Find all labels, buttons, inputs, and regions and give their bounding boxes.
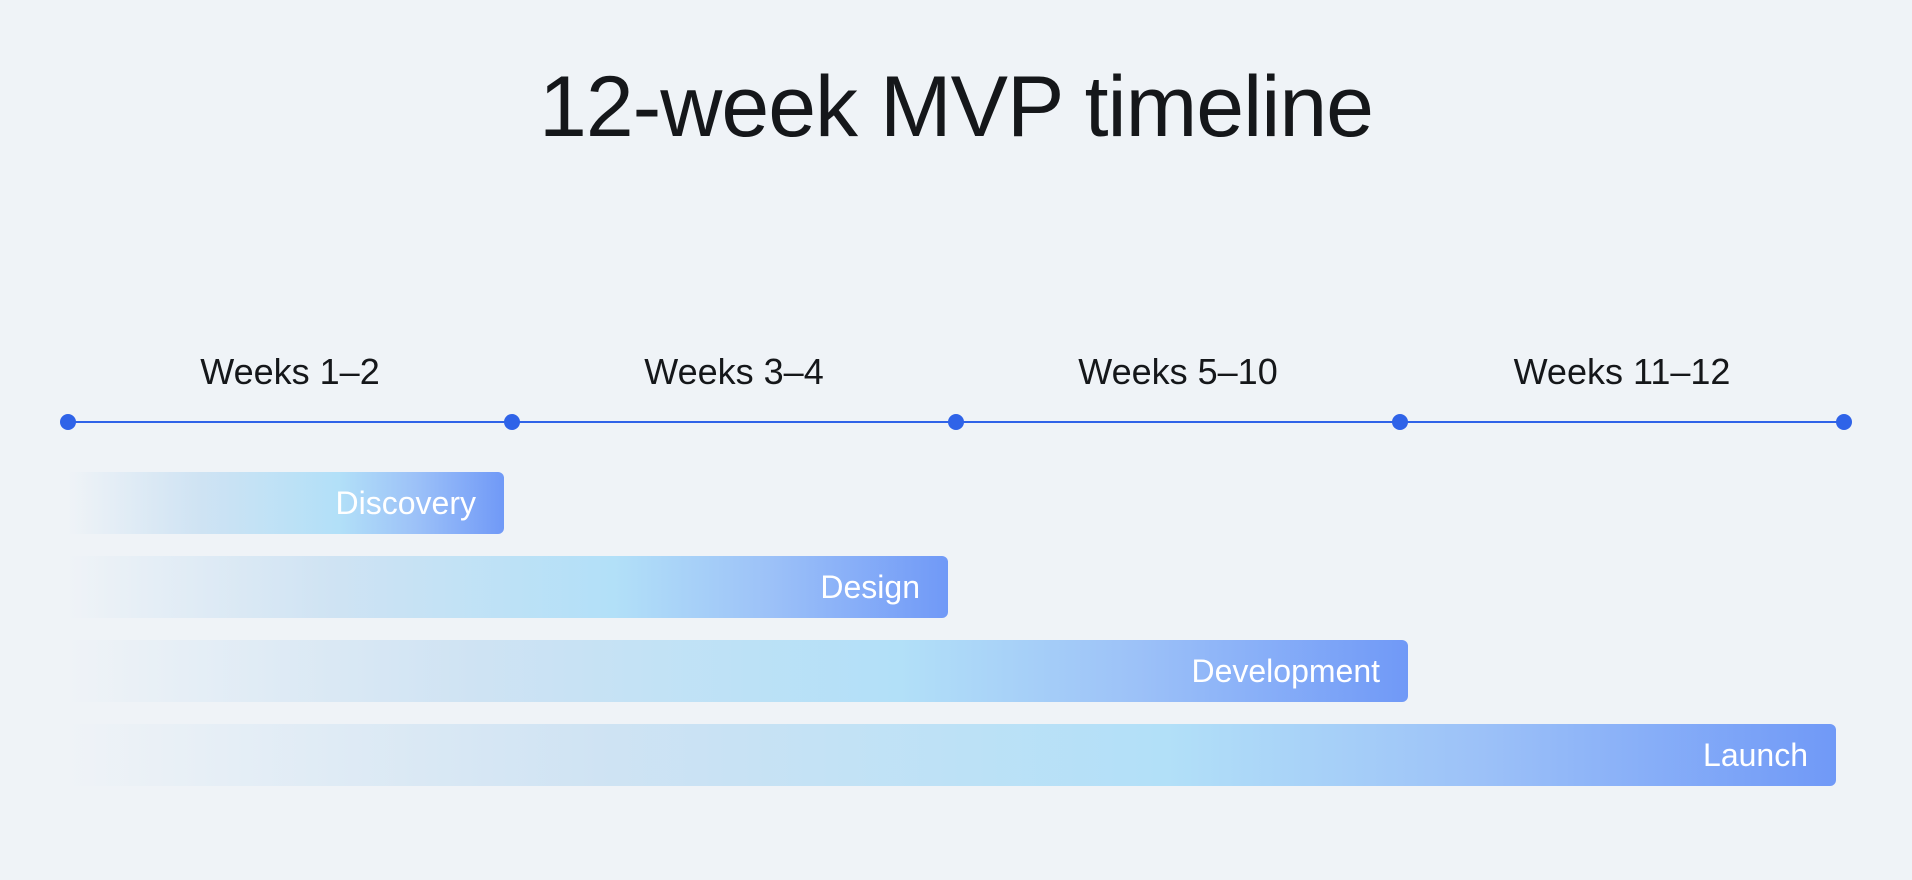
period-label-weeks-5-10: Weeks 5–10 [1078, 351, 1278, 392]
phase-bar-launch: Launch [68, 724, 1836, 786]
period-label-weeks-11-12: Weeks 11–12 [1513, 351, 1731, 392]
phase-bar-design: Design [68, 556, 948, 618]
timeline-marker-4 [1836, 414, 1852, 430]
phase-label-development: Development [1191, 653, 1380, 689]
timeline-marker-0 [60, 414, 76, 430]
chart-title: 12-week MVP timeline [539, 59, 1374, 155]
phase-label-discovery: Discovery [335, 485, 476, 521]
period-label-weeks-3-4: Weeks 3–4 [644, 351, 824, 392]
period-label-weeks-1-2: Weeks 1–2 [200, 351, 380, 392]
phase-bar-discovery: Discovery [68, 472, 504, 534]
timeline-marker-3 [1392, 414, 1408, 430]
phase-bar-development: Development [68, 640, 1408, 702]
phase-label-design: Design [820, 569, 920, 605]
phase-label-launch: Launch [1703, 737, 1808, 773]
timeline-marker-2 [948, 414, 964, 430]
timeline-marker-1 [504, 414, 520, 430]
